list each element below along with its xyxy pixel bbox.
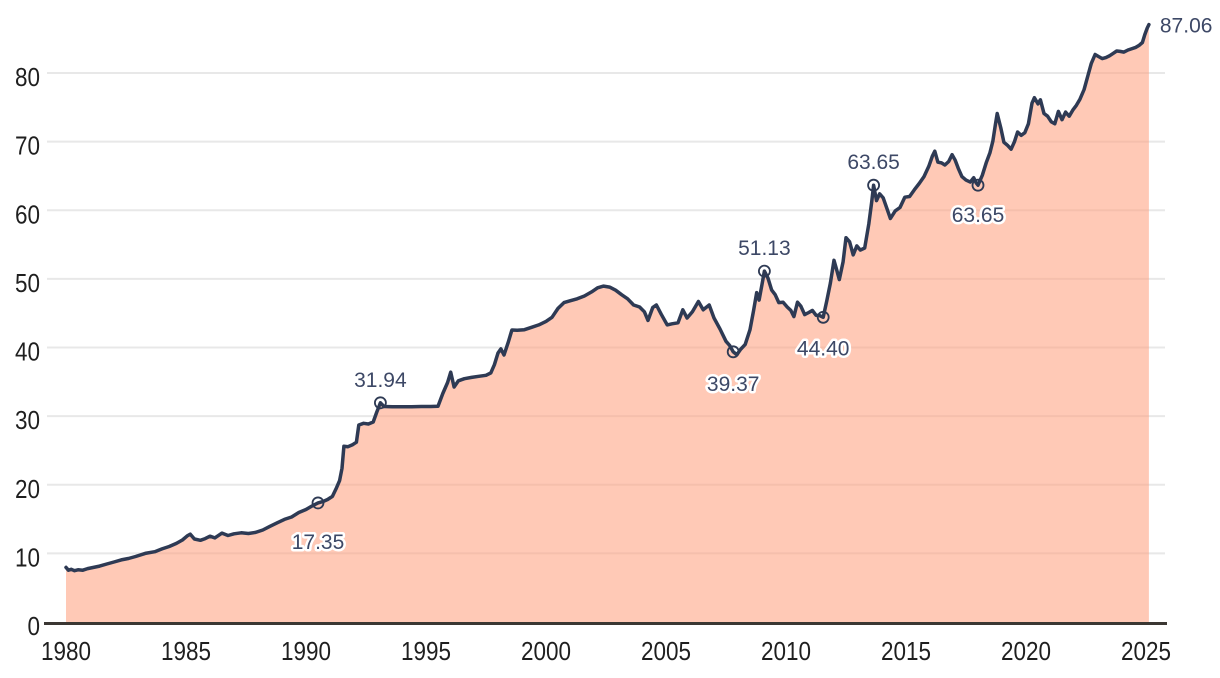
x-tick-label: 2015 (881, 636, 931, 666)
annotation-label: 44.40 (797, 337, 850, 360)
x-tick-label: 2010 (761, 636, 811, 666)
annotation-marker (311, 496, 325, 510)
area-fill (66, 24, 1149, 623)
y-tick-label: 80 (15, 62, 40, 92)
y-tick-label: 60 (15, 199, 40, 229)
annotation-label: 17.35 (292, 531, 345, 554)
annotation-label: 39.37 (707, 373, 760, 396)
annotation-label: 31.94 (354, 369, 407, 392)
y-tick-label: 10 (15, 542, 40, 572)
x-tick-label: 2025 (1121, 636, 1171, 666)
x-tick-label: 2020 (1001, 636, 1051, 666)
y-tick-label: 40 (15, 337, 40, 367)
y-tick-label: 20 (15, 474, 40, 504)
x-tick-label: 1990 (281, 636, 331, 666)
annotation-marker (758, 264, 771, 278)
annotation-marker (971, 178, 985, 192)
y-tick-label: 0 (28, 611, 41, 641)
annotation-marker (373, 396, 387, 410)
x-tick-label: 2000 (521, 636, 571, 666)
x-tick-label: 1985 (161, 636, 211, 666)
annotation-label: 63.65 (952, 204, 1005, 227)
annotation-label: 63.65 (847, 151, 900, 174)
x-tick-label: 2005 (641, 636, 691, 666)
y-tick-label: 50 (15, 268, 40, 298)
annotation-marker (816, 310, 830, 324)
annotation-label: 51.13 (738, 237, 791, 260)
x-tick-label: 1995 (401, 636, 451, 666)
series-line (64, 22, 1151, 573)
y-tick-label: 70 (15, 131, 40, 161)
annotation-label: 87.06 (1160, 15, 1213, 38)
annotation-marker (726, 345, 740, 359)
x-tick-label: 1980 (41, 636, 91, 666)
y-tick-label: 30 (15, 405, 40, 435)
annotation-marker (867, 178, 880, 192)
